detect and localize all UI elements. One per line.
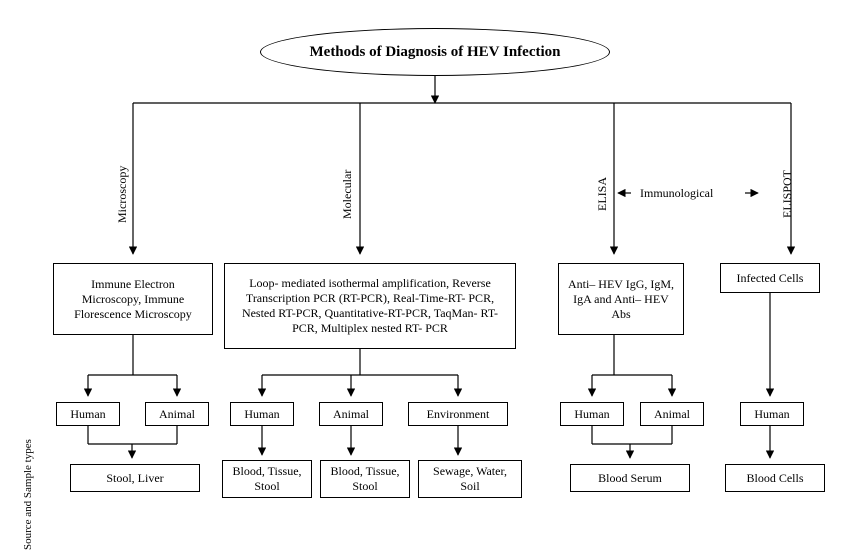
- source-box-elispot-human: Human: [740, 402, 804, 426]
- methods-text-elispot: Infected Cells: [737, 271, 804, 286]
- source-text: Human: [244, 407, 279, 422]
- sample-box-elispot: Blood Cells: [725, 464, 825, 492]
- source-text: Animal: [654, 407, 690, 422]
- sample-text: Blood, Tissue, Stool: [327, 464, 403, 494]
- sample-box-mol-human: Blood, Tissue, Stool: [222, 460, 312, 498]
- title-text: Methods of Diagnosis of HEV Infection: [310, 44, 561, 61]
- methods-text-microscopy: Immune Electron Microscopy, Immune Flore…: [60, 277, 206, 322]
- sample-box-microscopy: Stool, Liver: [70, 464, 200, 492]
- source-text: Environment: [427, 407, 490, 422]
- side-label-source-sample: Source and Sample types: [22, 390, 34, 550]
- source-box-mol-animal: Animal: [319, 402, 383, 426]
- sample-box-mol-animal: Blood, Tissue, Stool: [320, 460, 410, 498]
- category-label-microscopy: Microscopy: [115, 147, 130, 242]
- source-box-mol-env: Environment: [408, 402, 508, 426]
- title-ellipse: Methods of Diagnosis of HEV Infection: [260, 28, 610, 76]
- methods-text-molecular: Loop- mediated isothermal amplification,…: [231, 276, 509, 336]
- category-label-immunological: Immunological: [640, 186, 713, 201]
- source-box-mol-human: Human: [230, 402, 294, 426]
- source-text: Human: [574, 407, 609, 422]
- sample-text: Blood Serum: [598, 471, 662, 486]
- methods-box-microscopy: Immune Electron Microscopy, Immune Flore…: [53, 263, 213, 335]
- methods-text-elisa: Anti– HEV IgG, IgM, IgA and Anti– HEV Ab…: [565, 277, 677, 322]
- source-text: Animal: [333, 407, 369, 422]
- source-text: Human: [754, 407, 789, 422]
- category-label-elisa: ELISA: [595, 147, 610, 242]
- source-box-elisa-human: Human: [560, 402, 624, 426]
- source-box-elisa-animal: Animal: [640, 402, 704, 426]
- sample-box-mol-env: Sewage, Water, Soil: [418, 460, 522, 498]
- category-label-elispot: ELISPOT: [780, 147, 795, 242]
- sample-text: Stool, Liver: [106, 471, 163, 486]
- methods-box-molecular: Loop- mediated isothermal amplification,…: [224, 263, 516, 349]
- sample-text: Sewage, Water, Soil: [425, 464, 515, 494]
- source-box-micro-animal: Animal: [145, 402, 209, 426]
- source-text: Human: [70, 407, 105, 422]
- source-text: Animal: [159, 407, 195, 422]
- methods-box-elispot: Infected Cells: [720, 263, 820, 293]
- diagram-canvas: Methods of Diagnosis of HEV Infection Mi…: [0, 0, 850, 558]
- source-box-micro-human: Human: [56, 402, 120, 426]
- sample-box-elisa: Blood Serum: [570, 464, 690, 492]
- methods-box-elisa: Anti– HEV IgG, IgM, IgA and Anti– HEV Ab…: [558, 263, 684, 335]
- sample-text: Blood Cells: [746, 471, 803, 486]
- sample-text: Blood, Tissue, Stool: [229, 464, 305, 494]
- category-label-molecular: Molecular: [340, 147, 355, 242]
